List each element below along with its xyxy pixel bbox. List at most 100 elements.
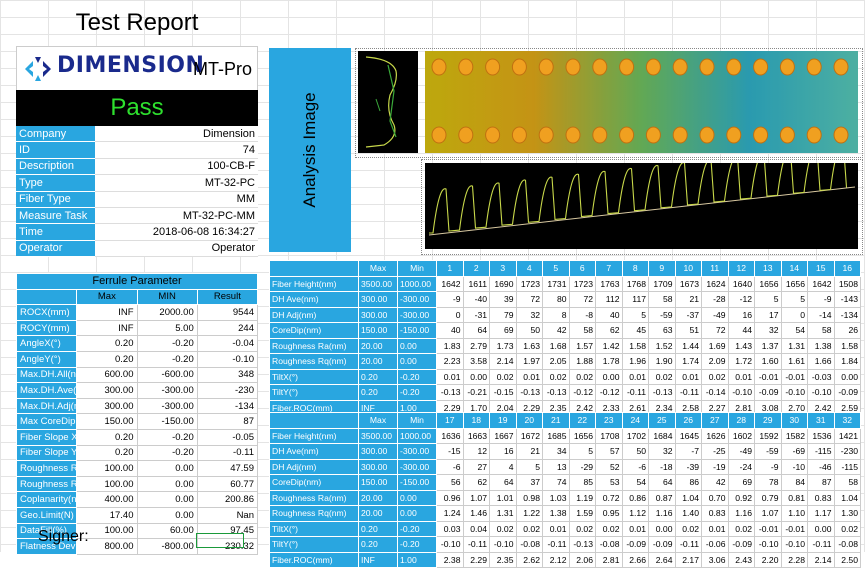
fiber-value-cell[interactable]: 16 [727,306,755,323]
fiber-value-cell[interactable]: -143 [833,291,861,308]
fiber-value-cell[interactable]: 2.28 [780,551,808,568]
ferrule-cell[interactable]: -134 [196,397,259,415]
info-value[interactable]: 74 [95,141,258,159]
ferrule-cell[interactable]: INF [76,304,138,321]
fiber-limit-cell[interactable]: 300.00 [358,291,398,308]
fiber-value-cell[interactable]: 0.02 [542,368,570,385]
fiber-value-cell[interactable]: 0.02 [727,520,755,537]
ferrule-cell[interactable]: -0.05 [196,428,259,446]
fiber-value-cell[interactable]: 0.81 [780,489,808,506]
fiber-value-cell[interactable]: -39 [674,458,702,475]
fiber-value-cell[interactable]: 5 [568,443,596,460]
fiber-value-cell[interactable]: 69 [727,474,755,491]
fiber-value-cell[interactable]: 1421 [833,427,861,444]
fiber-value-cell[interactable]: 0.92 [727,489,755,506]
fiber-value-cell[interactable]: 2.35 [489,551,517,568]
fiber-value-cell[interactable]: 1.96 [621,353,649,370]
fiber-value-cell[interactable]: 2.05 [542,353,570,370]
fiber-value-cell[interactable]: 27 [462,458,490,475]
fiber-value-cell[interactable]: 0.01 [727,368,755,385]
fiber-value-cell[interactable]: 5 [780,291,808,308]
fiber-value-cell[interactable]: 5 [754,291,782,308]
fiber-value-cell[interactable]: 0.00 [833,368,861,385]
fiber-value-cell[interactable]: 1.66 [807,353,835,370]
fiber-limit-cell[interactable]: -0.20 [397,520,437,537]
fiber-value-cell[interactable]: 26 [833,322,861,339]
ferrule-cell[interactable]: -800.00 [136,538,198,555]
fiber-value-cell[interactable]: -0.09 [833,384,861,401]
fiber-value-cell[interactable]: 1723 [515,275,543,292]
fiber-value-cell[interactable]: 1.88 [568,353,596,370]
fiber-value-cell[interactable]: 1.38 [807,337,835,354]
fiber-value-cell[interactable]: 45 [621,322,649,339]
ferrule-cell[interactable]: 230.32 [196,538,259,555]
fiber-value-cell[interactable]: -0.10 [754,536,782,553]
fiber-value-cell[interactable]: -0.01 [780,520,808,537]
fiber-value-cell[interactable]: 2.62 [515,551,543,568]
fiber-value-cell[interactable]: -0.11 [674,384,702,401]
fiber-value-cell[interactable]: -49 [727,443,755,460]
fiber-value-cell[interactable]: 39 [489,291,517,308]
fiber-value-cell[interactable]: 1.16 [727,505,755,522]
fiber-limit-cell[interactable]: 0.00 [397,353,437,370]
fiber-value-cell[interactable]: -0.10 [780,536,808,553]
fiber-value-cell[interactable]: -0.13 [436,384,464,401]
fiber-value-cell[interactable]: 13 [542,458,570,475]
info-value[interactable]: MT-32-PC [95,174,258,192]
fiber-value-cell[interactable]: 1.68 [542,337,570,354]
fiber-limit-cell[interactable]: -300.00 [397,291,437,308]
info-value[interactable]: 2018-06-08 16:34:27 [95,223,258,241]
fiber-value-cell[interactable]: 1656 [568,427,596,444]
fiber-value-cell[interactable]: -0.08 [833,536,861,553]
fiber-value-cell[interactable]: 72 [568,291,596,308]
fiber-value-cell[interactable]: 64 [648,474,676,491]
fiber-value-cell[interactable]: 1.04 [833,489,861,506]
fiber-value-cell[interactable]: 1636 [436,427,464,444]
fiber-value-cell[interactable]: 1.84 [833,353,861,370]
fiber-value-cell[interactable]: 1582 [780,427,808,444]
info-value[interactable]: 100-CB-F [95,158,258,176]
fiber-value-cell[interactable]: 4 [489,458,517,475]
fiber-value-cell[interactable]: 2.29 [462,551,490,568]
fiber-value-cell[interactable]: 69 [489,322,517,339]
fiber-value-cell[interactable]: 62 [595,322,623,339]
fiber-limit-cell[interactable]: 0.20 [358,536,398,553]
fiber-value-cell[interactable]: 0.95 [595,505,623,522]
fiber-value-cell[interactable]: 0.83 [807,489,835,506]
fiber-value-cell[interactable]: -28 [701,291,729,308]
fiber-value-cell[interactable]: -0.10 [807,384,835,401]
fiber-value-cell[interactable]: 0.98 [515,489,543,506]
fiber-value-cell[interactable]: -0.21 [462,384,490,401]
fiber-value-cell[interactable]: 42 [701,474,729,491]
fiber-value-cell[interactable]: 2.23 [436,353,464,370]
fiber-value-cell[interactable]: 0.01 [621,520,649,537]
fiber-value-cell[interactable]: 50 [515,322,543,339]
fiber-value-cell[interactable]: 117 [621,291,649,308]
fiber-value-cell[interactable]: 1642 [807,275,835,292]
fiber-value-cell[interactable]: 1.61 [780,353,808,370]
fiber-limit-cell[interactable]: 0.20 [358,368,398,385]
fiber-value-cell[interactable]: 2.59 [833,399,861,416]
fiber-limit-cell[interactable]: 3500.00 [358,427,398,444]
fiber-value-cell[interactable]: 1.12 [621,505,649,522]
fiber-limit-cell[interactable]: 20.00 [358,337,398,354]
fiber-value-cell[interactable]: 87 [807,474,835,491]
fiber-value-cell[interactable]: 57 [595,443,623,460]
fiber-limit-cell[interactable]: 150.00 [358,474,398,491]
fiber-value-cell[interactable]: 2.35 [542,399,570,416]
ferrule-cell[interactable]: 60.77 [196,475,259,493]
fiber-value-cell[interactable]: 54 [621,474,649,491]
fiber-value-cell[interactable]: 0.86 [621,489,649,506]
fiber-value-cell[interactable]: 2.79 [462,337,490,354]
ferrule-cell[interactable]: 47.59 [196,460,259,477]
fiber-value-cell[interactable]: -0.08 [595,536,623,553]
fiber-value-cell[interactable]: 1.97 [515,353,543,370]
ferrule-cell[interactable]: 0.00 [136,475,198,493]
fiber-value-cell[interactable]: -14 [807,306,835,323]
fiber-value-cell[interactable]: 1.22 [515,505,543,522]
fiber-limit-cell[interactable]: 3500.00 [358,275,398,292]
fiber-value-cell[interactable]: 1685 [542,427,570,444]
fiber-value-cell[interactable]: 64 [462,322,490,339]
fiber-value-cell[interactable]: 0.70 [701,489,729,506]
fiber-value-cell[interactable]: -0.13 [568,536,596,553]
